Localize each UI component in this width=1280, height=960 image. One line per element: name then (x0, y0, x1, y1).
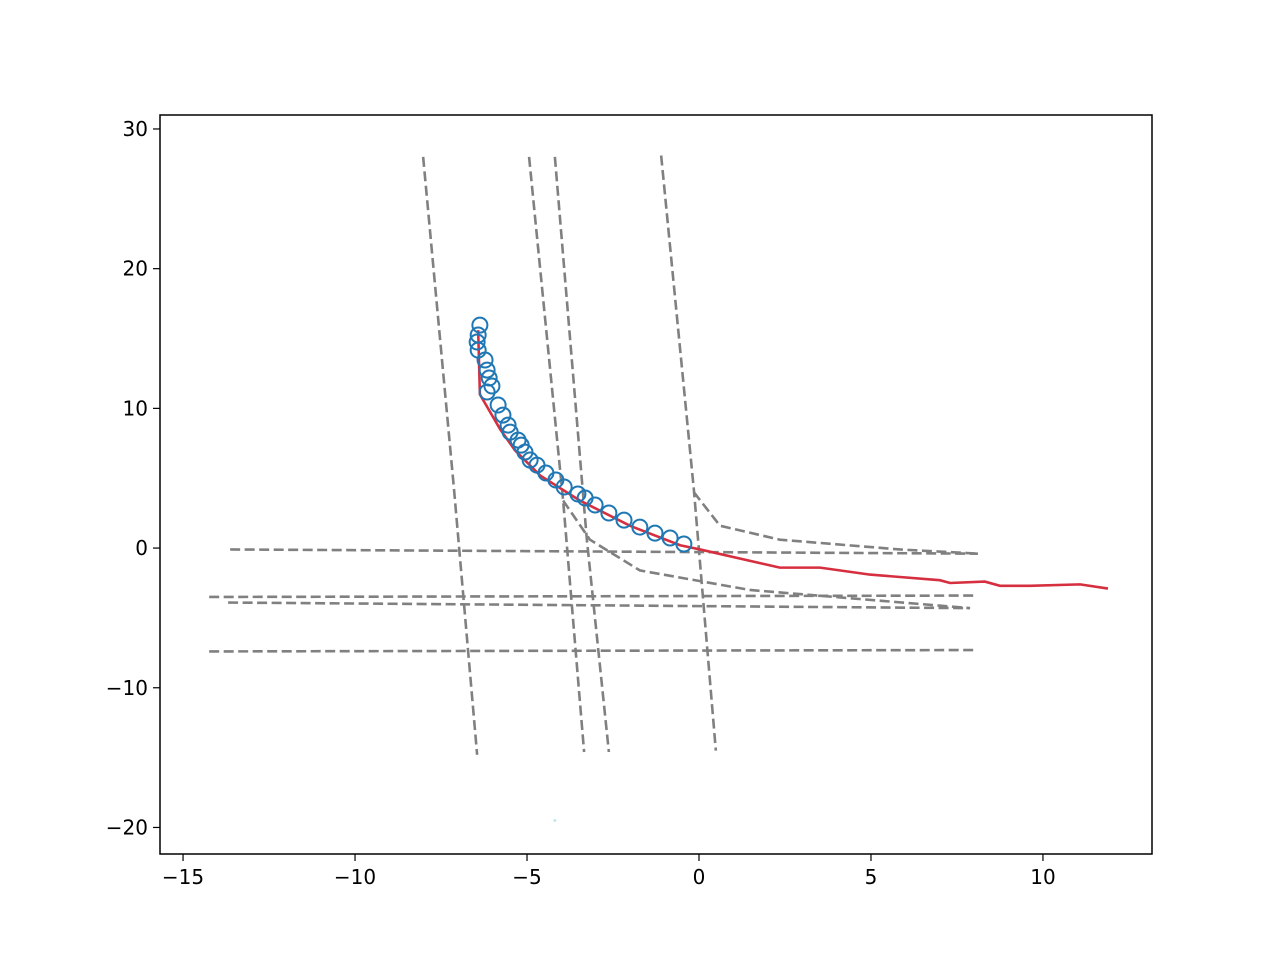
scatter-point (553, 818, 557, 822)
scatter-point (489, 396, 507, 414)
scatter-point (494, 406, 512, 424)
scatter-point (478, 361, 496, 379)
lane-line (553, 156, 611, 753)
x-tick-label: 10 (1030, 865, 1055, 889)
scatter-point (615, 511, 633, 529)
scatter-point (661, 529, 679, 547)
y-tick-label: 30 (123, 117, 148, 141)
lane-line (659, 155, 718, 751)
scatter-point (471, 316, 489, 334)
x-tick-label: 0 (693, 865, 706, 889)
y-tick-label: 0 (135, 536, 148, 560)
scatter-point (646, 524, 664, 542)
lane-line (230, 548, 978, 555)
y-tick-label: 20 (123, 257, 148, 281)
y-tick-label: −10 (106, 676, 148, 700)
x-tick-label: −10 (334, 865, 376, 889)
lane-line (562, 499, 971, 610)
x-tick-label: −5 (512, 865, 541, 889)
scatter-point (675, 535, 693, 553)
y-tick-label: 10 (123, 396, 148, 420)
lane-line (421, 156, 479, 755)
plot-frame (159, 114, 1153, 855)
scatter-point (478, 383, 496, 401)
lane-line (209, 648, 975, 653)
scatter-point (499, 416, 517, 434)
x-tick-label: 5 (865, 865, 878, 889)
lane-line (209, 594, 975, 599)
lane-line (527, 156, 586, 753)
scatter-point (555, 478, 573, 496)
lane-line (692, 491, 979, 555)
y-tick-label: −20 (106, 815, 148, 839)
scatter-point (468, 333, 486, 351)
scatter-point (586, 496, 604, 514)
scatter-point (631, 518, 649, 536)
lane-line (228, 601, 971, 610)
scatter-point (600, 504, 618, 522)
scatter-point (476, 351, 494, 369)
x-tick-label: −15 (162, 865, 204, 889)
